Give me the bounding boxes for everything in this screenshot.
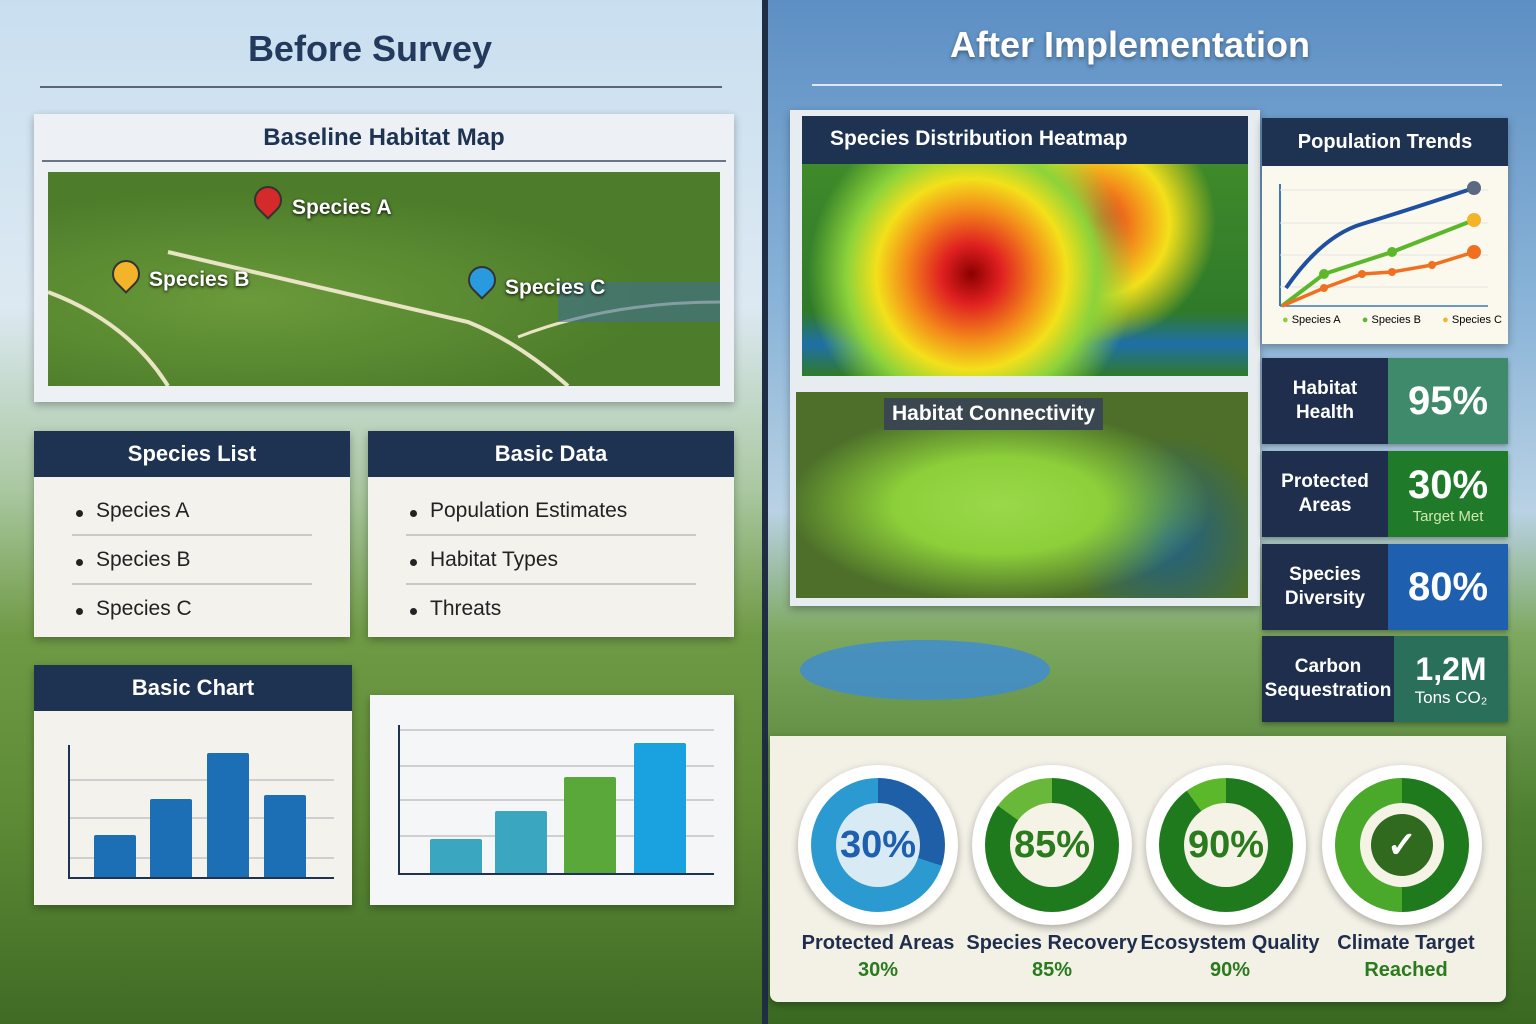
panel-title: Basic Chart (34, 665, 352, 711)
kpi-label: Species Diversity (1262, 544, 1388, 630)
line-chart (1279, 181, 1488, 308)
ring-value: 90% (1184, 803, 1268, 887)
bar-chart (68, 745, 334, 879)
list-item[interactable]: Habitat Types (406, 536, 696, 585)
legend-item: ● Species A (1282, 314, 1341, 326)
heatmap[interactable] (802, 164, 1248, 376)
check-icon: ✓ (1371, 814, 1433, 876)
kpi-habitat-health: Habitat Health 95% (1262, 358, 1508, 444)
connectivity-title: Habitat Connectivity (884, 398, 1104, 430)
kpi-protected-areas: Protected Areas 30% Target Met (1262, 451, 1508, 537)
kpi-value: 30% (1407, 463, 1489, 507)
ring-value: 85% (1010, 803, 1094, 887)
kpi-carbon: Carbon Sequestration 1,2M Tons CO₂ (1262, 636, 1508, 722)
kpi-label: Carbon Sequestration (1262, 636, 1394, 722)
legend: ● Species A ● Species B ● Species C (1282, 314, 1502, 326)
kpi-value: 95% (1407, 378, 1489, 423)
bar-chart (398, 725, 714, 875)
lake-scenery (800, 640, 1050, 700)
ring-protected-areas: 30% (798, 765, 958, 925)
kpi-species-diversity: Species Diversity 80% (1262, 544, 1508, 630)
list-item[interactable]: Population Estimates (406, 487, 696, 536)
list-item[interactable]: Threats (406, 585, 696, 632)
ring-label: Protected Areas 30% (801, 932, 955, 981)
species-list-panel: Species List Species A Species B Species C (34, 431, 350, 637)
baseline-habitat-map[interactable]: Species A Species B Species C (48, 172, 720, 386)
panel-title: Basic Data (368, 431, 734, 477)
title-rule (812, 84, 1502, 86)
roads (48, 250, 720, 386)
kpi-sub: Tons CO₂ (1414, 687, 1488, 707)
ring-label: Ecosystem Quality 90% (1140, 932, 1320, 981)
list-item[interactable]: Species B (72, 536, 312, 585)
bar (430, 839, 482, 873)
kpi-value: 80% (1407, 564, 1489, 609)
kpi-sub: Target Met (1412, 508, 1484, 525)
bar (94, 835, 136, 877)
pin-label: Species C (505, 276, 606, 299)
rule (42, 160, 726, 162)
heatmap-title: Species Distribution Heatmap (802, 116, 1248, 164)
legend-item: ● Species B (1361, 314, 1422, 326)
ring-ecosystem-quality: 90% (1146, 765, 1306, 925)
connectivity-map[interactable]: Habitat Connectivity (796, 392, 1248, 598)
bar (207, 753, 249, 877)
ring-value: 30% (836, 803, 920, 887)
bar (264, 795, 306, 877)
kpi-label: Habitat Health (1262, 358, 1388, 444)
ring-label: Climate Target Reached (1337, 932, 1475, 981)
panel-title: Population Trends (1262, 118, 1508, 166)
basic-data-panel: Basic Data Population Estimates Habitat T… (368, 431, 734, 637)
pin-label: Species B (149, 268, 250, 291)
map-title: Baseline Habitat Map (263, 124, 505, 151)
pin-label: Species A (292, 196, 392, 219)
divider (762, 0, 768, 1024)
kpi-value: 1,2M (1415, 650, 1487, 687)
population-trends-panel: Population Trends ● Species A ● Species … (1262, 118, 1508, 344)
legend-item: ● Species C (1442, 314, 1502, 326)
growth-chart-panel (370, 695, 734, 905)
bar (564, 777, 616, 873)
kpi-label: Protected Areas (1262, 451, 1388, 537)
ring-climate-target: ✓ (1322, 765, 1482, 925)
list-item[interactable]: Species A (72, 487, 312, 536)
panel-title: Species List (34, 431, 350, 477)
before-title: Before Survey (247, 28, 493, 69)
list-item[interactable]: Species C (72, 585, 312, 632)
title-rule (40, 86, 722, 88)
bar (634, 743, 686, 873)
ring-species-recovery: 85% (972, 765, 1132, 925)
after-title: After Implementation (949, 24, 1311, 65)
bar (150, 799, 192, 877)
ring-label: Species Recovery 85% (966, 932, 1138, 981)
basic-chart-panel: Basic Chart (34, 665, 352, 905)
bar (495, 811, 547, 873)
maps-panel: Species Distribution Heatmap Habitat Con… (790, 110, 1260, 606)
